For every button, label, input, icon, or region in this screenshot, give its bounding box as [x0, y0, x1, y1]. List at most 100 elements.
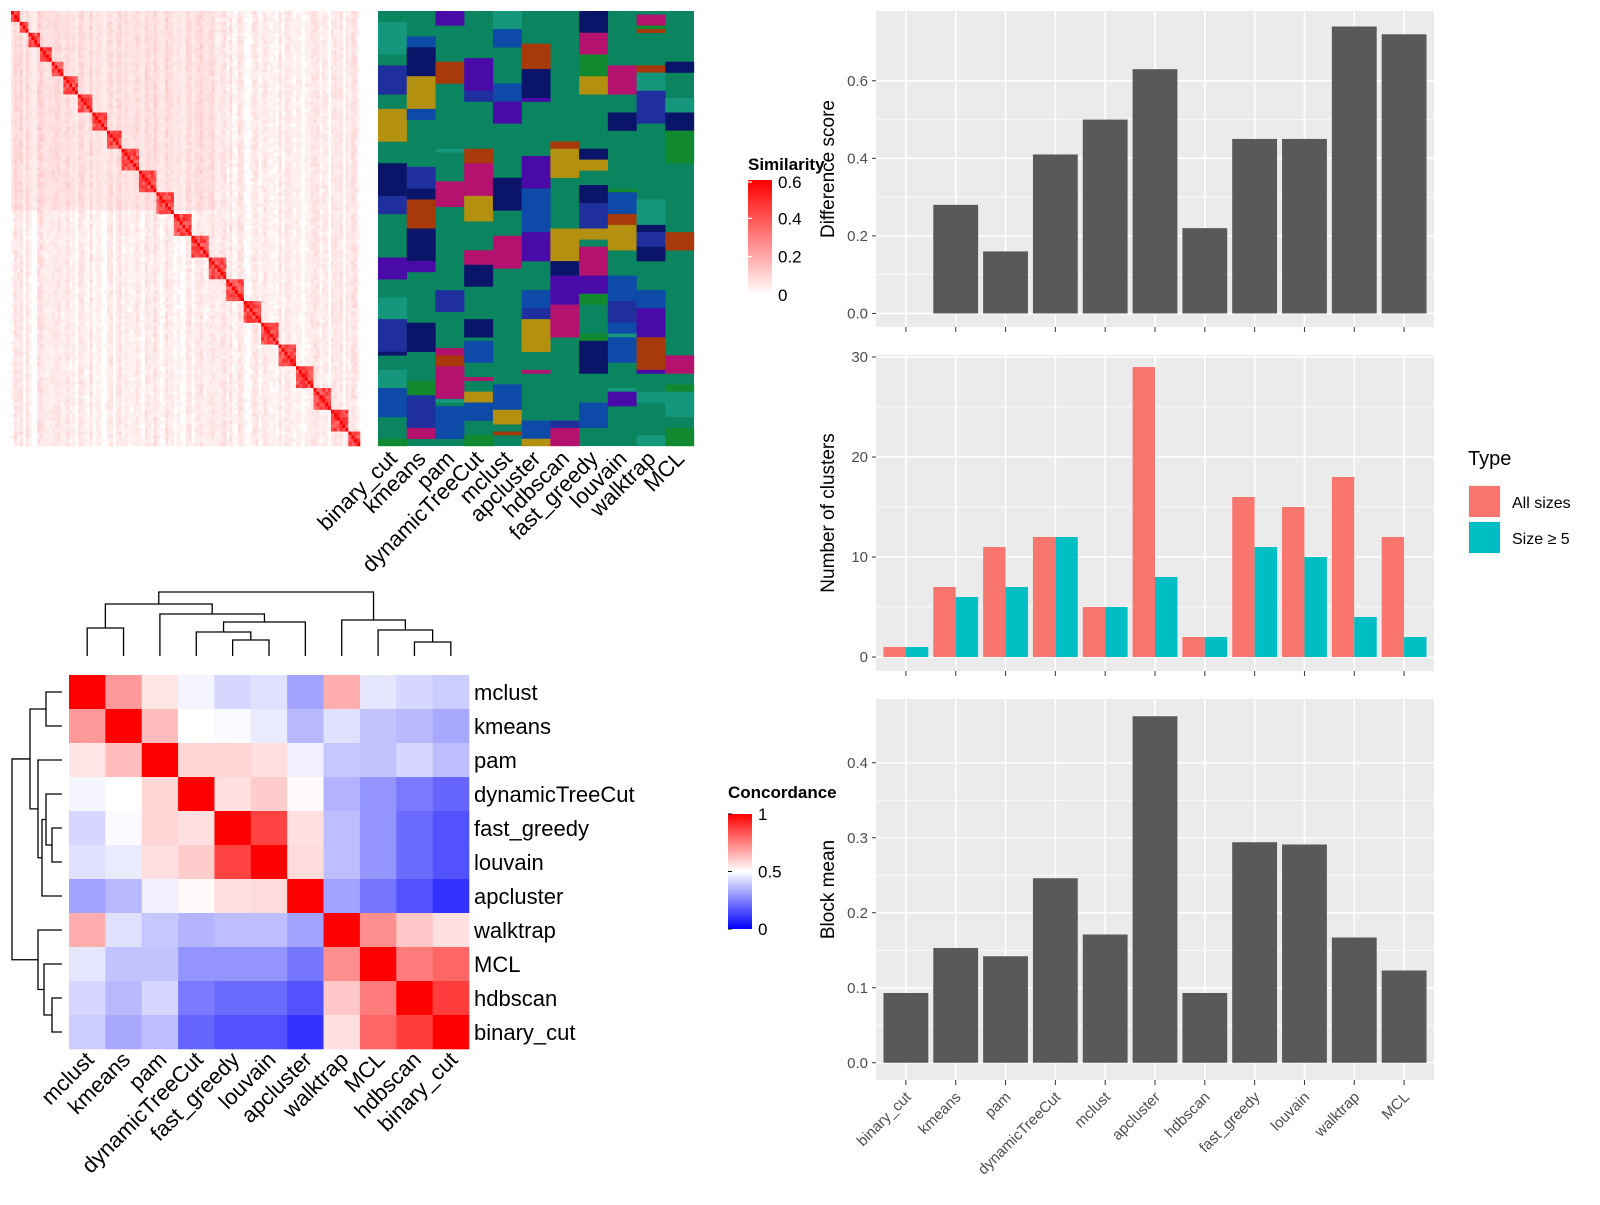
similarity-cell: [156, 127, 160, 131]
similarity-cell: [351, 101, 355, 106]
similarity-cell: [252, 112, 256, 117]
similarity-cell: [173, 119, 178, 124]
similarity-cell: [124, 83, 128, 88]
similarity-cell: [124, 18, 128, 23]
similarity-cell: [284, 29, 288, 34]
similarity-cell: [214, 58, 218, 63]
similarity-cell: [133, 69, 137, 73]
similarity-cell: [211, 170, 215, 175]
similarity-cell: [159, 101, 163, 106]
similarity-cell: [25, 69, 29, 73]
similarity-cell: [22, 14, 26, 19]
similarity-cell: [86, 25, 90, 30]
similarity-cell: [48, 130, 53, 135]
similarity-cell: [144, 40, 148, 44]
similarity-cell: [133, 29, 137, 34]
similarity-cell: [95, 54, 99, 59]
similarity-cell: [115, 29, 119, 34]
similarity-cell: [74, 163, 79, 168]
similarity-cell: [51, 21, 55, 26]
similarity-cell: [141, 36, 146, 41]
similarity-cell: [28, 134, 32, 139]
similarity-cell: [101, 101, 105, 106]
similarity-cell: [185, 36, 189, 41]
similarity-cell: [66, 47, 70, 52]
similarity-cell: [77, 101, 82, 106]
similarity-cell: [136, 69, 140, 73]
similarity-cell: [86, 61, 90, 66]
similarity-cell: [293, 159, 297, 164]
similarity-cell: [357, 69, 361, 73]
similarity-cell: [106, 123, 111, 128]
similarity-cell: [86, 76, 90, 81]
similarity-cell: [298, 116, 303, 121]
similarity-cell: [165, 112, 169, 117]
similarity-cell: [307, 98, 311, 102]
similarity-cell: [296, 14, 300, 19]
similarity-cell: [136, 137, 140, 142]
similarity-cell: [205, 148, 210, 153]
similarity-cell: [351, 50, 355, 55]
similarity-cell: [307, 29, 311, 34]
similarity-cell: [165, 123, 169, 128]
similarity-cell: [188, 134, 192, 139]
similarity-cell: [133, 130, 137, 135]
similarity-cell: [16, 119, 21, 124]
similarity-cell: [77, 170, 82, 175]
similarity-cell: [272, 127, 276, 131]
similarity-cell: [13, 130, 18, 135]
similarity-cell: [208, 25, 212, 30]
similarity-cell: [31, 108, 35, 113]
similarity-cell: [249, 108, 253, 113]
similarity-cell: [316, 152, 320, 157]
similarity-cell: [173, 127, 178, 131]
similarity-cell: [141, 156, 146, 160]
similarity-cell: [104, 79, 108, 84]
similarity-cell: [162, 159, 166, 164]
similarity-cell: [229, 127, 233, 131]
similarity-cell: [339, 76, 343, 81]
similarity-cell: [208, 105, 212, 110]
similarity-cell: [272, 29, 276, 34]
similarity-cell: [92, 29, 96, 34]
similarity-cell: [345, 123, 349, 128]
similarity-cell: [86, 65, 90, 70]
similarity-cell: [354, 137, 358, 142]
similarity-cell: [348, 47, 352, 52]
similarity-cell: [304, 40, 308, 44]
similarity-cell: [258, 32, 262, 37]
similarity-cell: [348, 54, 352, 59]
similarity-cell: [16, 36, 21, 41]
similarity-cell: [156, 18, 160, 23]
similarity-cell: [188, 163, 192, 168]
similarity-cell: [83, 105, 87, 110]
similarity-cell: [159, 72, 163, 77]
similarity-cell: [237, 90, 242, 95]
similarity-cell: [255, 145, 259, 150]
similarity-cell: [281, 134, 285, 139]
similarity-cell: [92, 105, 96, 110]
similarity-cell: [194, 47, 198, 52]
similarity-cell: [92, 61, 96, 66]
similarity-cell: [13, 134, 18, 139]
similarity-cell: [264, 94, 268, 99]
similarity-cell: [220, 25, 224, 30]
similarity-cell: [287, 32, 291, 37]
similarity-cell: [138, 166, 143, 171]
similarity-cell: [194, 14, 198, 19]
similarity-cell: [351, 148, 355, 153]
similarity-cell: [22, 29, 26, 34]
similarity-cell: [275, 156, 279, 160]
similarity-cell: [54, 163, 58, 168]
similarity-cell: [197, 54, 201, 59]
similarity-cell: [40, 166, 44, 171]
similarity-cell: [351, 105, 355, 110]
similarity-cell: [19, 14, 23, 19]
similarity-cell: [153, 32, 157, 37]
similarity-cell: [191, 137, 195, 142]
similarity-cell: [252, 130, 256, 135]
similarity-cell: [176, 101, 180, 106]
similarity-cell: [296, 69, 300, 73]
similarity-cell: [98, 40, 102, 44]
similarity-cell: [336, 166, 340, 171]
